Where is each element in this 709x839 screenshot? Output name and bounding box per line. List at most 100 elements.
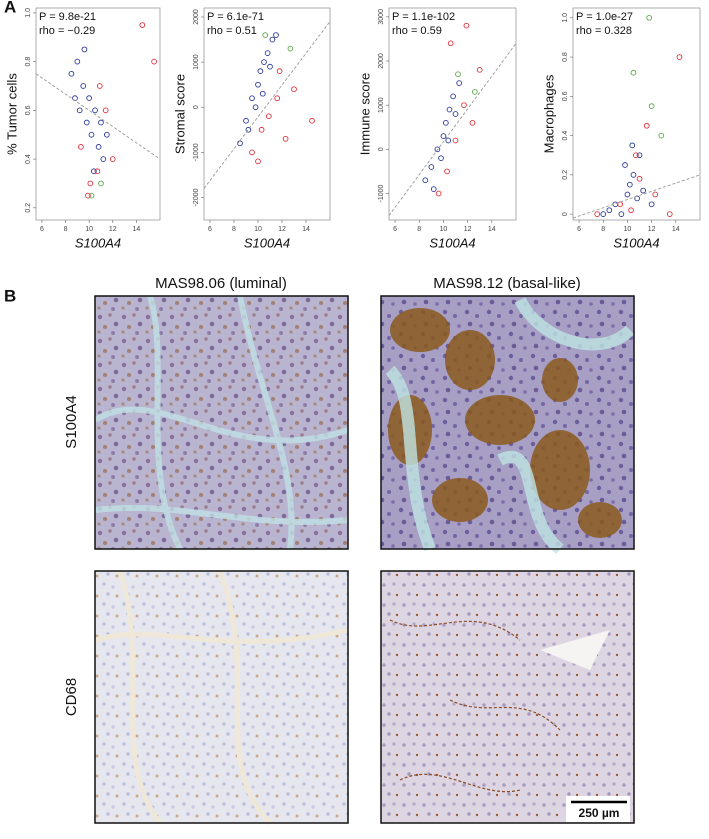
- point: [261, 59, 267, 65]
- x-tick-label: 10: [85, 226, 93, 233]
- stat-text: rho = 0.59: [392, 25, 442, 37]
- x-tick-label: 8: [232, 226, 236, 233]
- point: [444, 168, 450, 175]
- point: [600, 211, 607, 217]
- row-header: CD68: [63, 678, 80, 716]
- point: [257, 68, 264, 74]
- point: [440, 133, 447, 139]
- y-tick-label: -1000: [378, 184, 385, 202]
- point: [249, 95, 255, 102]
- point: [456, 80, 463, 86]
- stat-text: rho = 0.51: [207, 25, 257, 37]
- x-tick-label: 8: [417, 226, 421, 233]
- x-axis-label: S100A4: [429, 235, 475, 250]
- point: [94, 168, 101, 175]
- point: [658, 132, 665, 139]
- point: [267, 63, 273, 70]
- point: [265, 113, 272, 120]
- point: [434, 146, 441, 153]
- y-tick-label: 0.6: [562, 91, 569, 101]
- point: [151, 58, 157, 65]
- x-axis-label: S100A4: [75, 235, 121, 250]
- point: [98, 180, 104, 187]
- point: [626, 181, 633, 188]
- point: [633, 152, 639, 159]
- point: [87, 180, 94, 187]
- point: [428, 164, 435, 170]
- point: [640, 187, 647, 194]
- point: [618, 211, 625, 217]
- point: [422, 177, 429, 184]
- point: [630, 69, 637, 76]
- point: [88, 192, 95, 199]
- point: [95, 144, 102, 150]
- point: [472, 89, 478, 95]
- y-tick-label: 1.0: [25, 8, 32, 18]
- y-tick-label: 3000: [378, 9, 385, 25]
- y-tick-label: 0.8: [562, 52, 569, 62]
- point: [648, 103, 655, 109]
- point: [262, 32, 269, 38]
- point: [435, 190, 442, 197]
- point: [252, 104, 259, 111]
- point: [109, 156, 116, 162]
- point: [102, 107, 109, 114]
- points: [389, 22, 516, 216]
- point: [273, 32, 279, 38]
- x-tick-label: 6: [40, 226, 44, 233]
- point: [282, 135, 289, 142]
- point: [68, 70, 75, 77]
- point: [469, 119, 476, 126]
- point: [606, 207, 613, 214]
- point: [264, 50, 271, 56]
- y-tick-label: 2000: [193, 9, 200, 25]
- point: [447, 40, 454, 47]
- stat-text: P = 1.0e-27: [576, 11, 633, 23]
- point: [438, 155, 444, 162]
- y-tick-label: 0.6: [25, 105, 32, 115]
- point: [430, 186, 437, 192]
- y-tick-label: 0: [193, 105, 200, 109]
- point: [258, 126, 265, 133]
- point: [648, 201, 655, 208]
- x-tick-label: 10: [440, 226, 448, 233]
- point: [630, 172, 637, 178]
- y-tick-label: 0.2: [562, 170, 569, 180]
- stat-text: rho = 0.328: [576, 25, 632, 37]
- scatter-plot: 6 8 10 12 14 0 0.2 0.4 0.6 0.8 1.0 P = 1.0e-27 rho =…: [541, 7, 701, 250]
- point: [452, 111, 459, 117]
- point: [636, 152, 643, 159]
- point: [666, 211, 673, 217]
- x-tick-label: 8: [601, 226, 605, 233]
- point: [259, 90, 266, 97]
- y-tick-label: 0.2: [25, 203, 32, 213]
- point: [83, 119, 90, 126]
- point: [652, 191, 659, 198]
- x-tick-label: 10: [624, 226, 632, 233]
- trend-line: [573, 174, 700, 219]
- y-tick-label: -2000: [193, 188, 200, 206]
- stat-text: rho = −0.29: [39, 25, 95, 37]
- trend-line: [36, 73, 160, 160]
- point: [245, 126, 252, 133]
- plot-frame: [35, 7, 161, 221]
- point: [76, 107, 83, 114]
- point: [104, 131, 110, 138]
- plot-frame: [203, 7, 331, 221]
- x-tick-label: 12: [648, 226, 656, 233]
- y-tick-label: -1000: [193, 143, 200, 161]
- x-tick-label: 12: [109, 226, 117, 233]
- points: [573, 14, 700, 219]
- micrograph: [94, 570, 349, 825]
- point: [636, 175, 643, 182]
- micrograph: [380, 295, 635, 554]
- point: [287, 45, 294, 52]
- panel-label: B: [4, 286, 16, 305]
- point: [450, 93, 456, 100]
- x-tick-label: 6: [208, 226, 212, 233]
- point: [455, 71, 461, 78]
- x-axis-label: S100A4: [613, 235, 659, 250]
- stat-text: P = 1.1e-102: [392, 11, 455, 23]
- y-axis-label: Macrophages: [541, 74, 556, 153]
